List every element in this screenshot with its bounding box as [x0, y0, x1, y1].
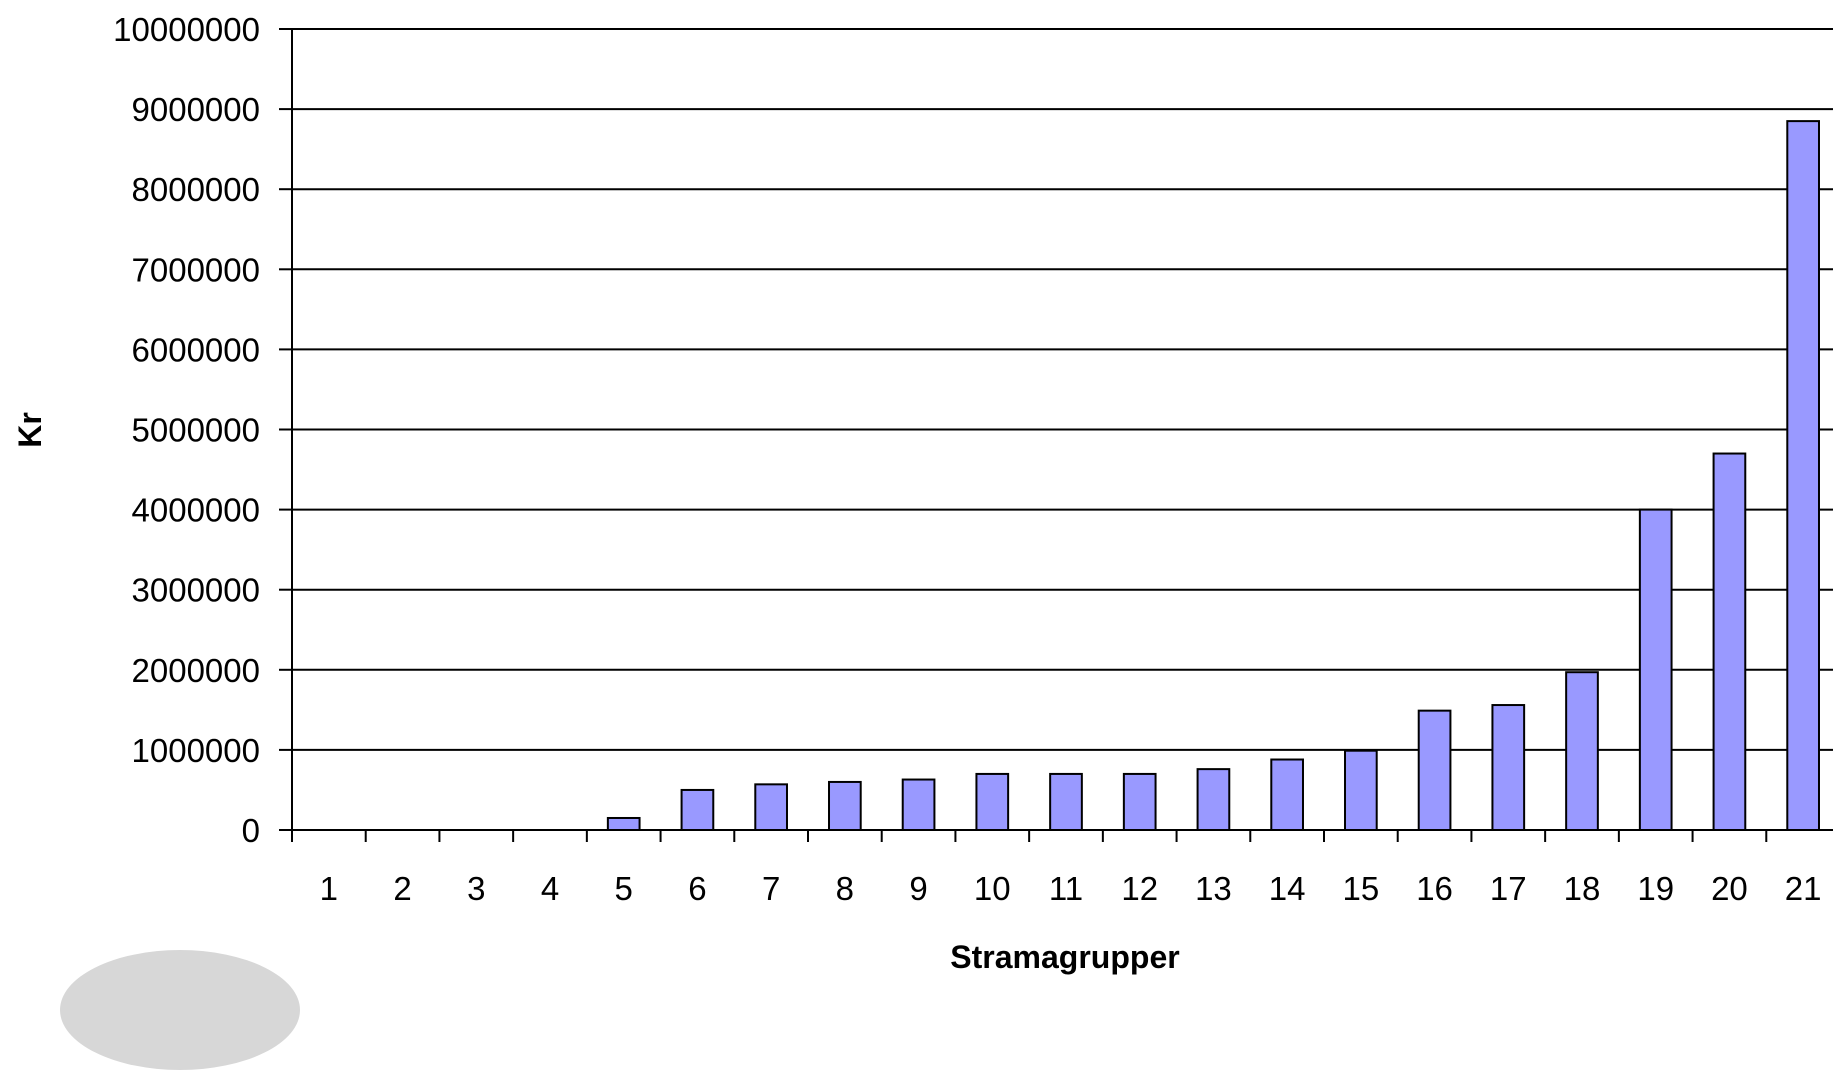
- x-tick-label: 20: [1711, 870, 1748, 907]
- x-tick-label: 7: [762, 870, 780, 907]
- x-tick-label: 18: [1564, 870, 1601, 907]
- y-tick-label: 4000000: [132, 492, 260, 529]
- x-tick-labels: 1 2 3 4 5 6 7 8 9 10 11 12 13 14 15 16 17 18 19 20 21: [320, 870, 1822, 907]
- y-tick-label: 8000000: [132, 171, 260, 208]
- bar: [901, 778, 936, 831]
- bar-chart: 0 1000000 2000000 3000000 4000000 5000000 6000…: [12, 11, 1833, 975]
- x-tick-label: 10: [974, 870, 1011, 907]
- chart-container: 0 1000000 2000000 3000000 4000000 5000000 6000…: [12, 11, 1833, 1070]
- decorative-corner-shape: [60, 950, 300, 1070]
- y-tick-label: 0: [242, 812, 260, 849]
- bar: [1270, 758, 1304, 832]
- bar: [828, 780, 862, 832]
- bar: [1712, 452, 1747, 831]
- y-tick-label: 1000000: [132, 732, 260, 769]
- bar: [975, 772, 1010, 831]
- x-axis-title: Stramagrupper: [950, 939, 1179, 975]
- bar: [754, 783, 788, 832]
- gridlines: [292, 28, 1833, 751]
- y-tick-label: 2000000: [132, 652, 260, 689]
- bar: [1049, 772, 1083, 831]
- y-tick-label: 5000000: [132, 412, 260, 449]
- bar: [1491, 704, 1526, 832]
- y-tick-label: 6000000: [132, 331, 260, 368]
- bar: [1417, 709, 1452, 831]
- x-tick-label: 4: [541, 870, 559, 907]
- x-tick-label: 21: [1785, 870, 1822, 907]
- x-tick-label: 9: [909, 870, 927, 907]
- y-axis-title: Kr: [12, 412, 48, 448]
- x-tick-label: 3: [467, 870, 485, 907]
- x-tick-label: 15: [1342, 870, 1379, 907]
- bar: [606, 816, 641, 831]
- y-tick-label: 9000000: [132, 91, 260, 128]
- bar: [1638, 508, 1673, 831]
- x-tick-label: 11: [1049, 870, 1083, 907]
- x-tick-label: 1: [320, 870, 338, 907]
- bar: [680, 788, 715, 832]
- x-tick-label: 13: [1195, 870, 1232, 907]
- bars: [606, 120, 1820, 832]
- bar: [1122, 772, 1157, 831]
- axes: [279, 28, 1833, 842]
- x-tick-label: 14: [1269, 870, 1306, 907]
- x-tick-label: 12: [1121, 870, 1158, 907]
- y-tick-label: 3000000: [132, 572, 260, 609]
- y-tick-label: 10000000: [113, 11, 260, 48]
- y-tick-labels: 0 1000000 2000000 3000000 4000000 5000000 6000…: [113, 11, 260, 849]
- x-tick-label: 2: [393, 870, 411, 907]
- x-tick-label: 8: [836, 870, 854, 907]
- y-tick-label: 7000000: [132, 251, 260, 288]
- x-tick-label: 16: [1416, 870, 1453, 907]
- bar: [1565, 671, 1599, 831]
- bar: [1786, 120, 1820, 832]
- bar: [1196, 768, 1231, 832]
- x-tick-label: 19: [1637, 870, 1674, 907]
- x-tick-label: 17: [1490, 870, 1527, 907]
- x-tick-label: 5: [615, 870, 633, 907]
- x-tick-label: 6: [688, 870, 706, 907]
- bar: [1344, 749, 1378, 831]
